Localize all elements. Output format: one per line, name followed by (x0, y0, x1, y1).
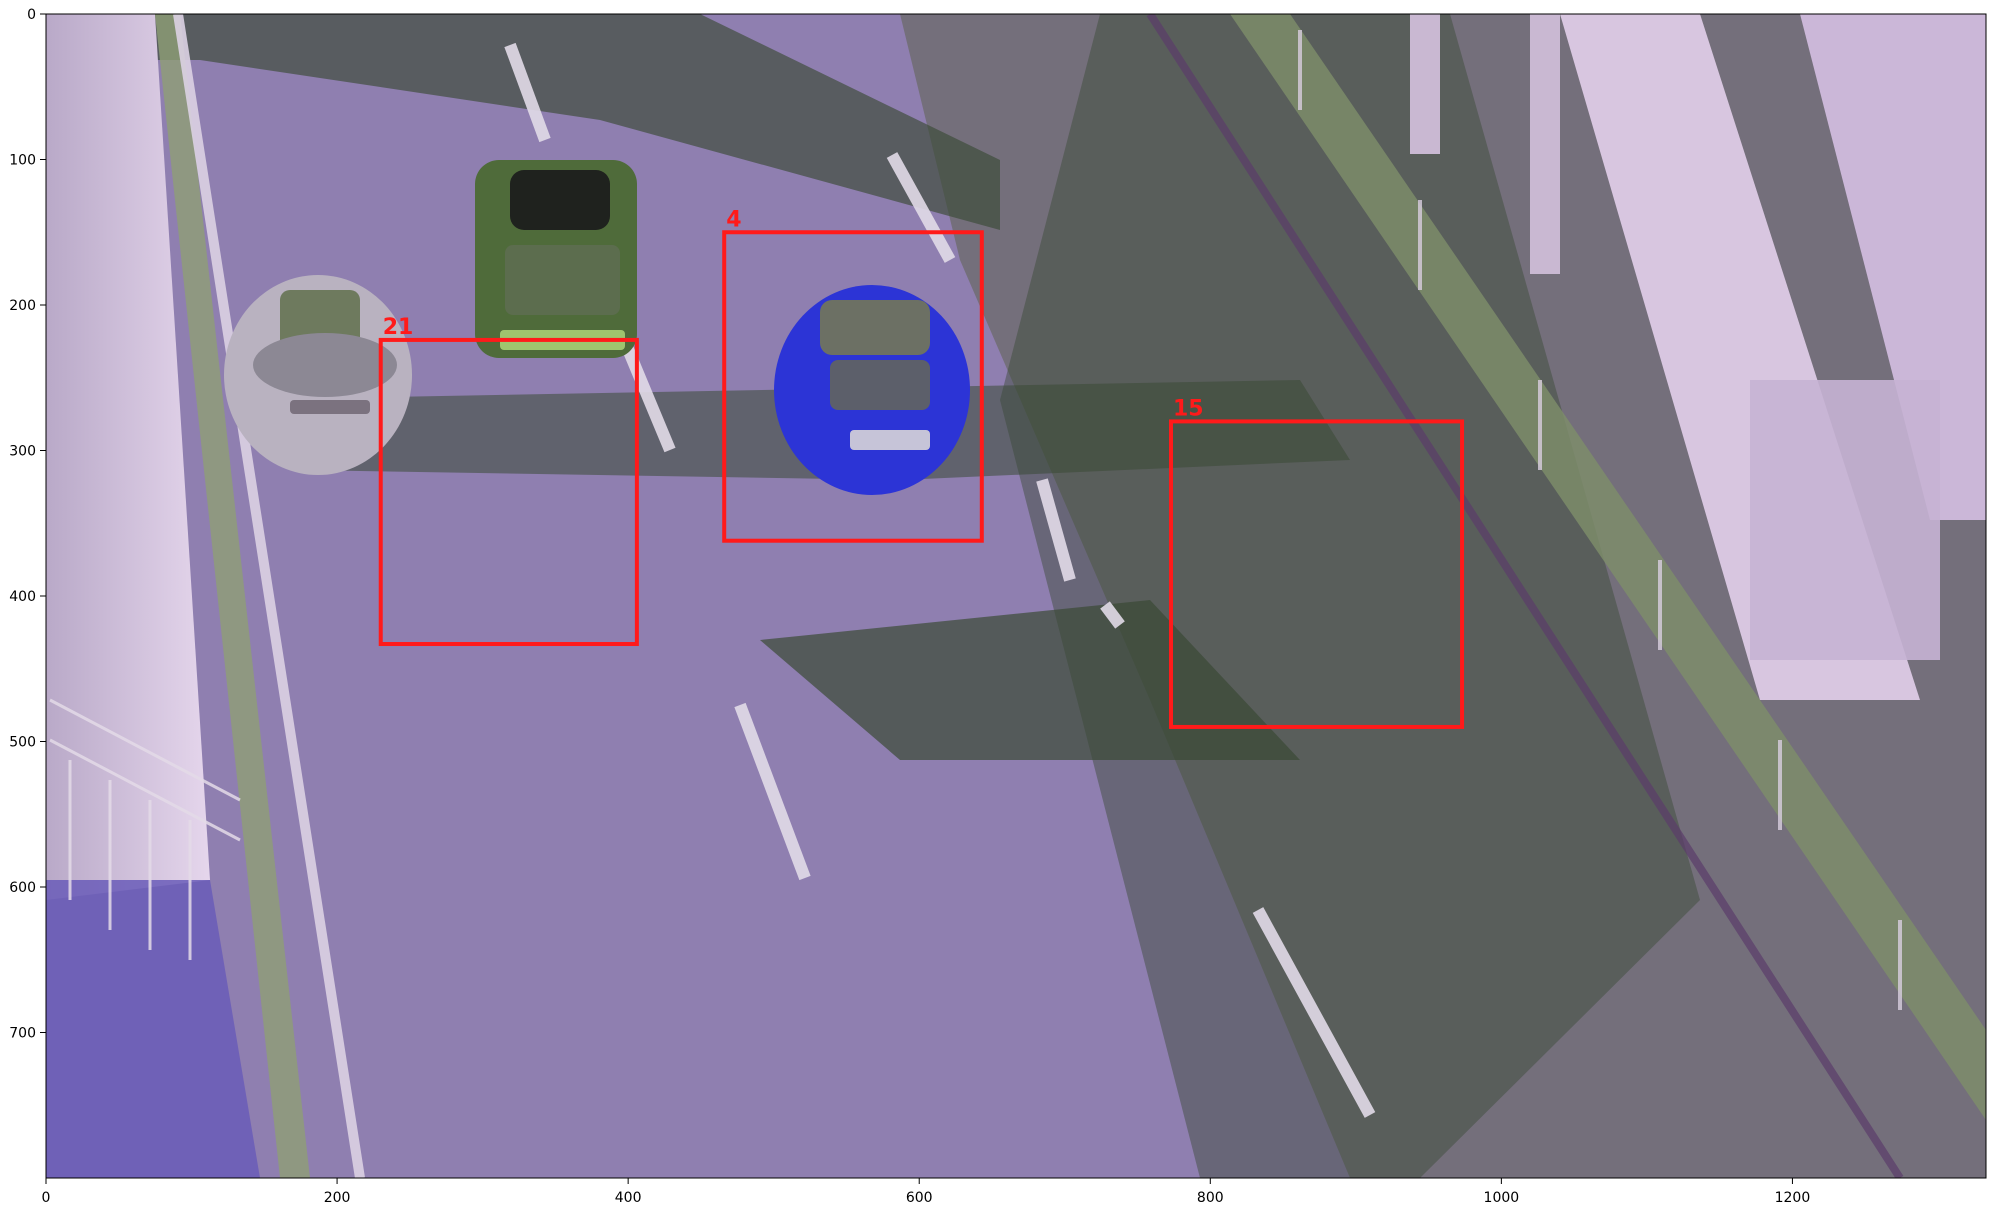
x-axis: 0 200 400 600 800 1000 1200 (42, 1178, 1811, 1206)
y-tick-label: 600 (9, 880, 36, 896)
road-scene (46, 14, 1986, 1178)
x-tick-label: 1000 (1484, 1190, 1520, 1206)
y-tick-label: 0 (27, 7, 36, 23)
x-tick-label: 800 (1197, 1190, 1224, 1206)
detection-box-21 (378, 337, 639, 647)
y-tick-label: 400 (9, 589, 36, 605)
y-tick-label: 500 (9, 735, 36, 751)
x-tick-label: 400 (615, 1190, 642, 1206)
y-tick-label: 700 (9, 1026, 36, 1042)
detection-box-15 (1168, 419, 1465, 729)
y-tick-label: 200 (9, 298, 36, 314)
x-tick-label: 0 (42, 1190, 51, 1206)
x-tick-label: 1200 (1775, 1190, 1811, 1206)
y-tick-label: 300 (9, 444, 36, 460)
car-4 (475, 160, 637, 358)
car-15 (774, 285, 970, 495)
y-axis: 0 100 200 300 400 500 600 700 (9, 7, 46, 1042)
x-tick-label: 200 (324, 1190, 351, 1206)
detection-label-4: 4 (726, 207, 741, 232)
detection-box-4 (722, 230, 984, 543)
x-tick-label: 600 (906, 1190, 933, 1206)
car-21 (224, 275, 412, 475)
y-tick-label: 100 (9, 153, 36, 169)
detection-boxes: 21 4 15 (378, 207, 1465, 729)
detection-label-15: 15 (1173, 396, 1204, 421)
detection-label-21: 21 (383, 315, 414, 340)
